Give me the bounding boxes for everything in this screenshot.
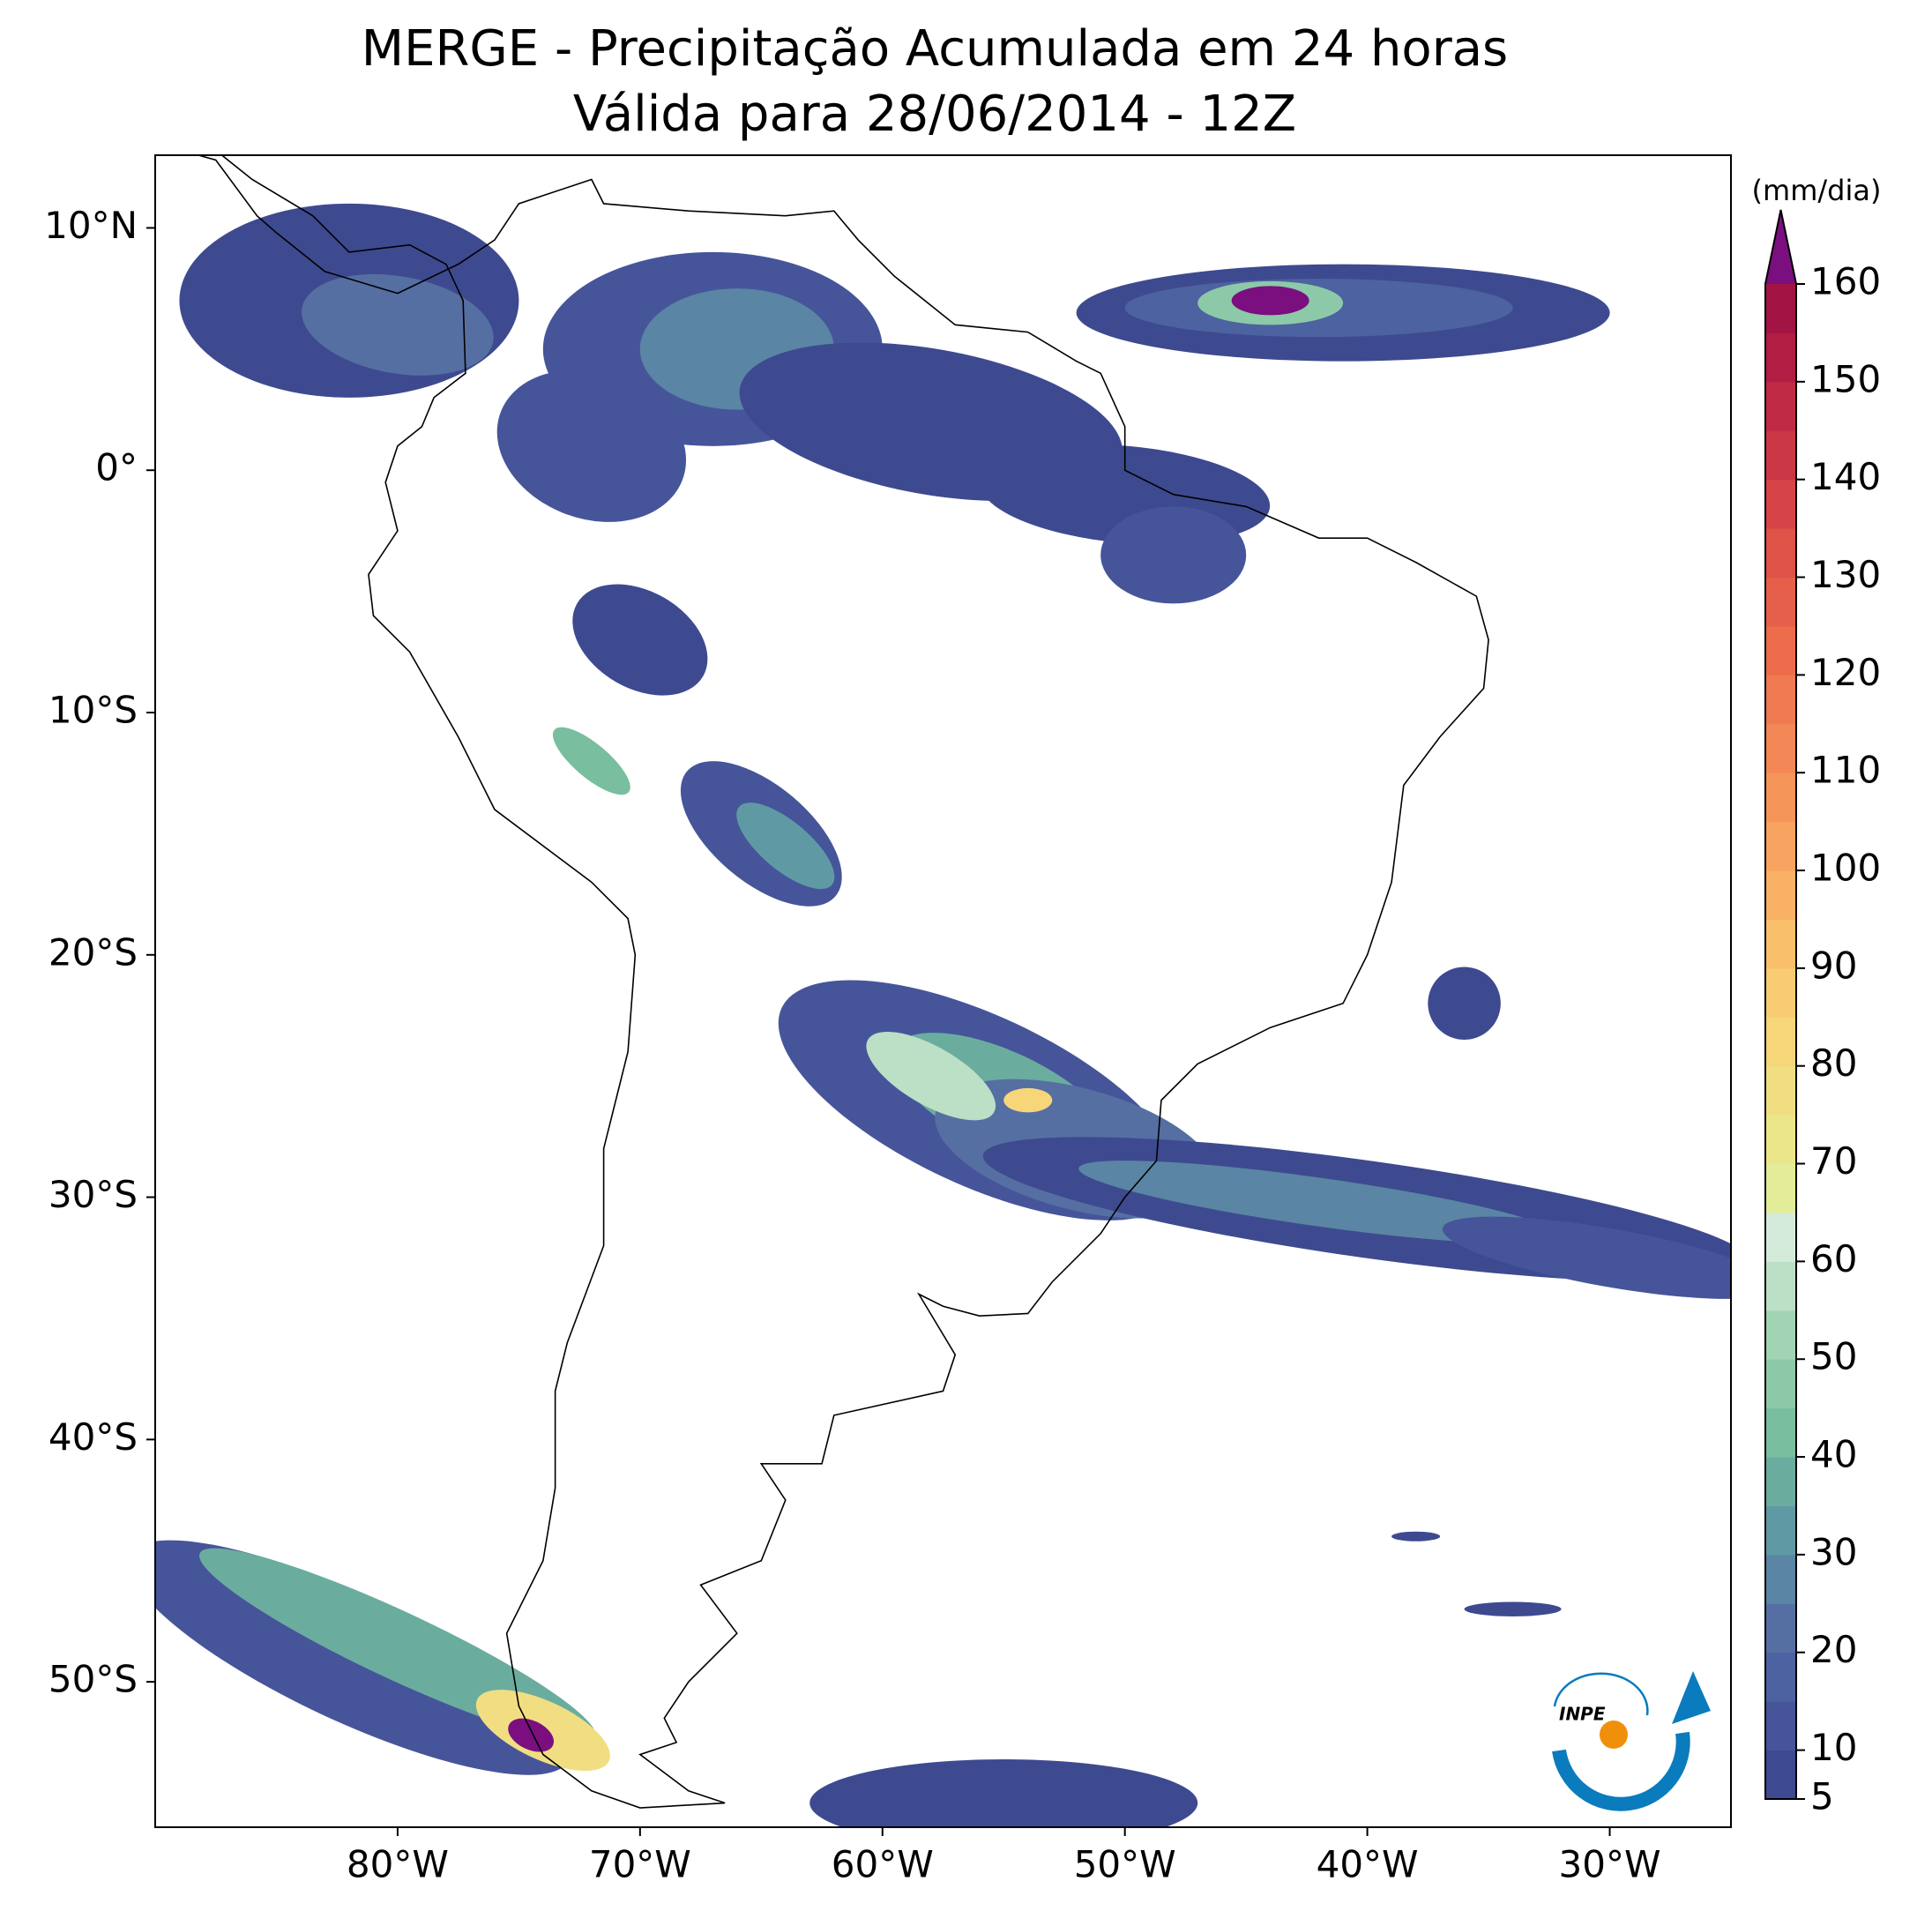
precip-area [1464, 1601, 1562, 1616]
colorbar-band [1765, 870, 1796, 920]
colorbar-tick-label: 40 [1810, 1433, 1857, 1476]
precip-area [1231, 286, 1309, 316]
precip-area [1003, 1087, 1053, 1113]
colorbar-tick-label: 60 [1810, 1237, 1857, 1280]
colorbar-band [1765, 625, 1796, 676]
colorbar-band [1765, 967, 1796, 1018]
colorbar-band [1765, 528, 1796, 579]
x-tick-label: 80°W [347, 1843, 449, 1886]
precip-area [508, 1718, 555, 1752]
logo-orbit [1553, 1672, 1649, 1716]
y-tick-label: 50°S [48, 1658, 138, 1701]
colorbar-band [1765, 723, 1796, 773]
precip-area [1428, 967, 1501, 1040]
logo-sun [1600, 1721, 1628, 1749]
y-tick-label: 10°S [48, 689, 138, 732]
colorbar-band [1765, 1407, 1796, 1458]
precip-area [302, 273, 494, 376]
colorbar-band [1765, 1261, 1796, 1311]
colorbar-band [1765, 1212, 1796, 1262]
colorbar-band [1765, 1505, 1796, 1556]
x-tick-label: 70°W [589, 1843, 691, 1886]
colorbar-band [1765, 1115, 1796, 1165]
colorbar-band [1765, 577, 1796, 627]
colorbar-tick-label: 150 [1810, 357, 1881, 400]
colorbar-band [1765, 821, 1796, 871]
x-tick-label: 40°W [1317, 1843, 1419, 1886]
colorbar-band [1765, 430, 1796, 481]
colorbar-tick-label: 20 [1810, 1628, 1857, 1671]
title: MERGE - Precipitação Acumulada em 24 hor… [362, 20, 1508, 78]
colorbar-tick-label: 5 [1810, 1775, 1834, 1818]
x-tick-label: 60°W [832, 1843, 934, 1886]
colorbar-tick-label: 100 [1810, 847, 1881, 890]
colorbar-band [1765, 284, 1796, 333]
colorbar-band [1765, 479, 1796, 529]
y-tick-label: 0° [95, 446, 138, 489]
colorbar-band [1765, 1310, 1796, 1360]
x-tick-label: 30°W [1559, 1843, 1661, 1886]
colorbar-band [1765, 1554, 1796, 1604]
colorbar-band [1765, 1701, 1796, 1751]
precip-area [496, 370, 687, 522]
precip-area [1078, 1161, 1559, 1244]
colorbar-outline [1764, 209, 1797, 1800]
x-tick-label: 50°W [1074, 1843, 1176, 1886]
precip-area [552, 727, 630, 795]
precip-area [809, 1759, 1198, 1827]
colorbar-band [1765, 381, 1796, 431]
colorbar-label: (mm/dia) [1752, 174, 1882, 207]
logo: INPE [1552, 1671, 1711, 1811]
colorbar-band [1765, 919, 1796, 969]
colorbar-tick-label: 110 [1810, 749, 1881, 792]
y-tick-label: 30°S [48, 1173, 138, 1216]
map-content [155, 155, 1731, 1827]
precip-area [572, 584, 708, 696]
colorbar-extend [1765, 210, 1796, 284]
logo-text: INPE [1559, 1704, 1606, 1725]
y-tick-label: 20°S [48, 930, 138, 974]
precip-area [1391, 1531, 1441, 1541]
colorbar-band [1765, 1017, 1796, 1067]
colorbar-tick-label: 120 [1810, 651, 1881, 694]
colorbar-band [1765, 1603, 1796, 1653]
logo-arc [1552, 1731, 1690, 1811]
colorbar-band [1765, 1163, 1796, 1213]
colorbar-tick-label: 70 [1810, 1139, 1857, 1183]
colorbar-band [1765, 332, 1796, 383]
colorbar-band [1765, 773, 1796, 823]
y-tick-label: 40°S [48, 1415, 138, 1459]
precip-area [736, 802, 835, 890]
map-frame [154, 154, 1732, 1828]
precip-area [1100, 506, 1247, 604]
colorbar-band [1765, 1652, 1796, 1702]
colorbar-tick-label: 50 [1810, 1335, 1857, 1378]
colorbar-tick-label: 90 [1810, 944, 1857, 987]
colorbar-tick-label: 130 [1810, 553, 1881, 596]
colorbar-tick-label: 80 [1810, 1041, 1857, 1085]
colorbar-band [1765, 1457, 1796, 1506]
logo-arrow [1672, 1671, 1711, 1724]
colorbar-band [1765, 1065, 1796, 1116]
colorbar-tick-label: 10 [1810, 1726, 1857, 1769]
map [154, 154, 1732, 1828]
precip-area [866, 1031, 996, 1121]
subtitle: Válida para 28/06/2014 - 12Z [573, 86, 1296, 143]
colorbar-tick-label: 160 [1810, 260, 1881, 303]
colorbar-tick-label: 30 [1810, 1530, 1857, 1573]
colorbar-band [1765, 1750, 1796, 1800]
coastline [196, 155, 1489, 1809]
y-tick-label: 10°N [44, 204, 138, 247]
precip-area [1442, 1216, 1731, 1299]
colorbar-tick-label: 140 [1810, 455, 1881, 498]
colorbar-band [1765, 675, 1796, 725]
colorbar-band [1765, 1359, 1796, 1409]
